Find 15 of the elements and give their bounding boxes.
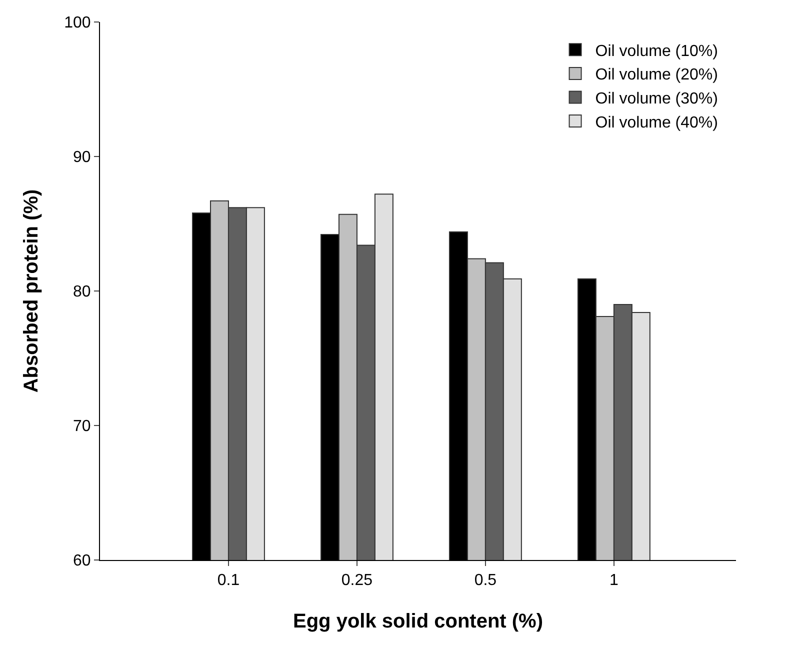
y-tick-label: 60 (73, 552, 91, 570)
legend-label: Oil volume (40%) (595, 114, 718, 132)
legend-label: Oil volume (30%) (595, 90, 718, 108)
y-axis-title: Absorbed protein (%) (20, 189, 43, 393)
x-tick-label: 0.25 (341, 572, 373, 590)
legend-label: Oil volume (10%) (595, 42, 718, 60)
y-tick-label: 80 (73, 284, 91, 301)
x-tick-label: 0.1 (217, 572, 240, 590)
legend-label: Oil volume (20%) (595, 66, 718, 84)
y-tick-label: 90 (73, 149, 91, 166)
x-tick-label: 0.5 (474, 572, 497, 590)
x-tick-label: 1 (609, 572, 618, 590)
y-tick-label: 100 (64, 14, 91, 32)
x-axis-title: Egg yolk solid content (%) (292, 610, 544, 633)
y-tick-label: 70 (73, 418, 91, 436)
